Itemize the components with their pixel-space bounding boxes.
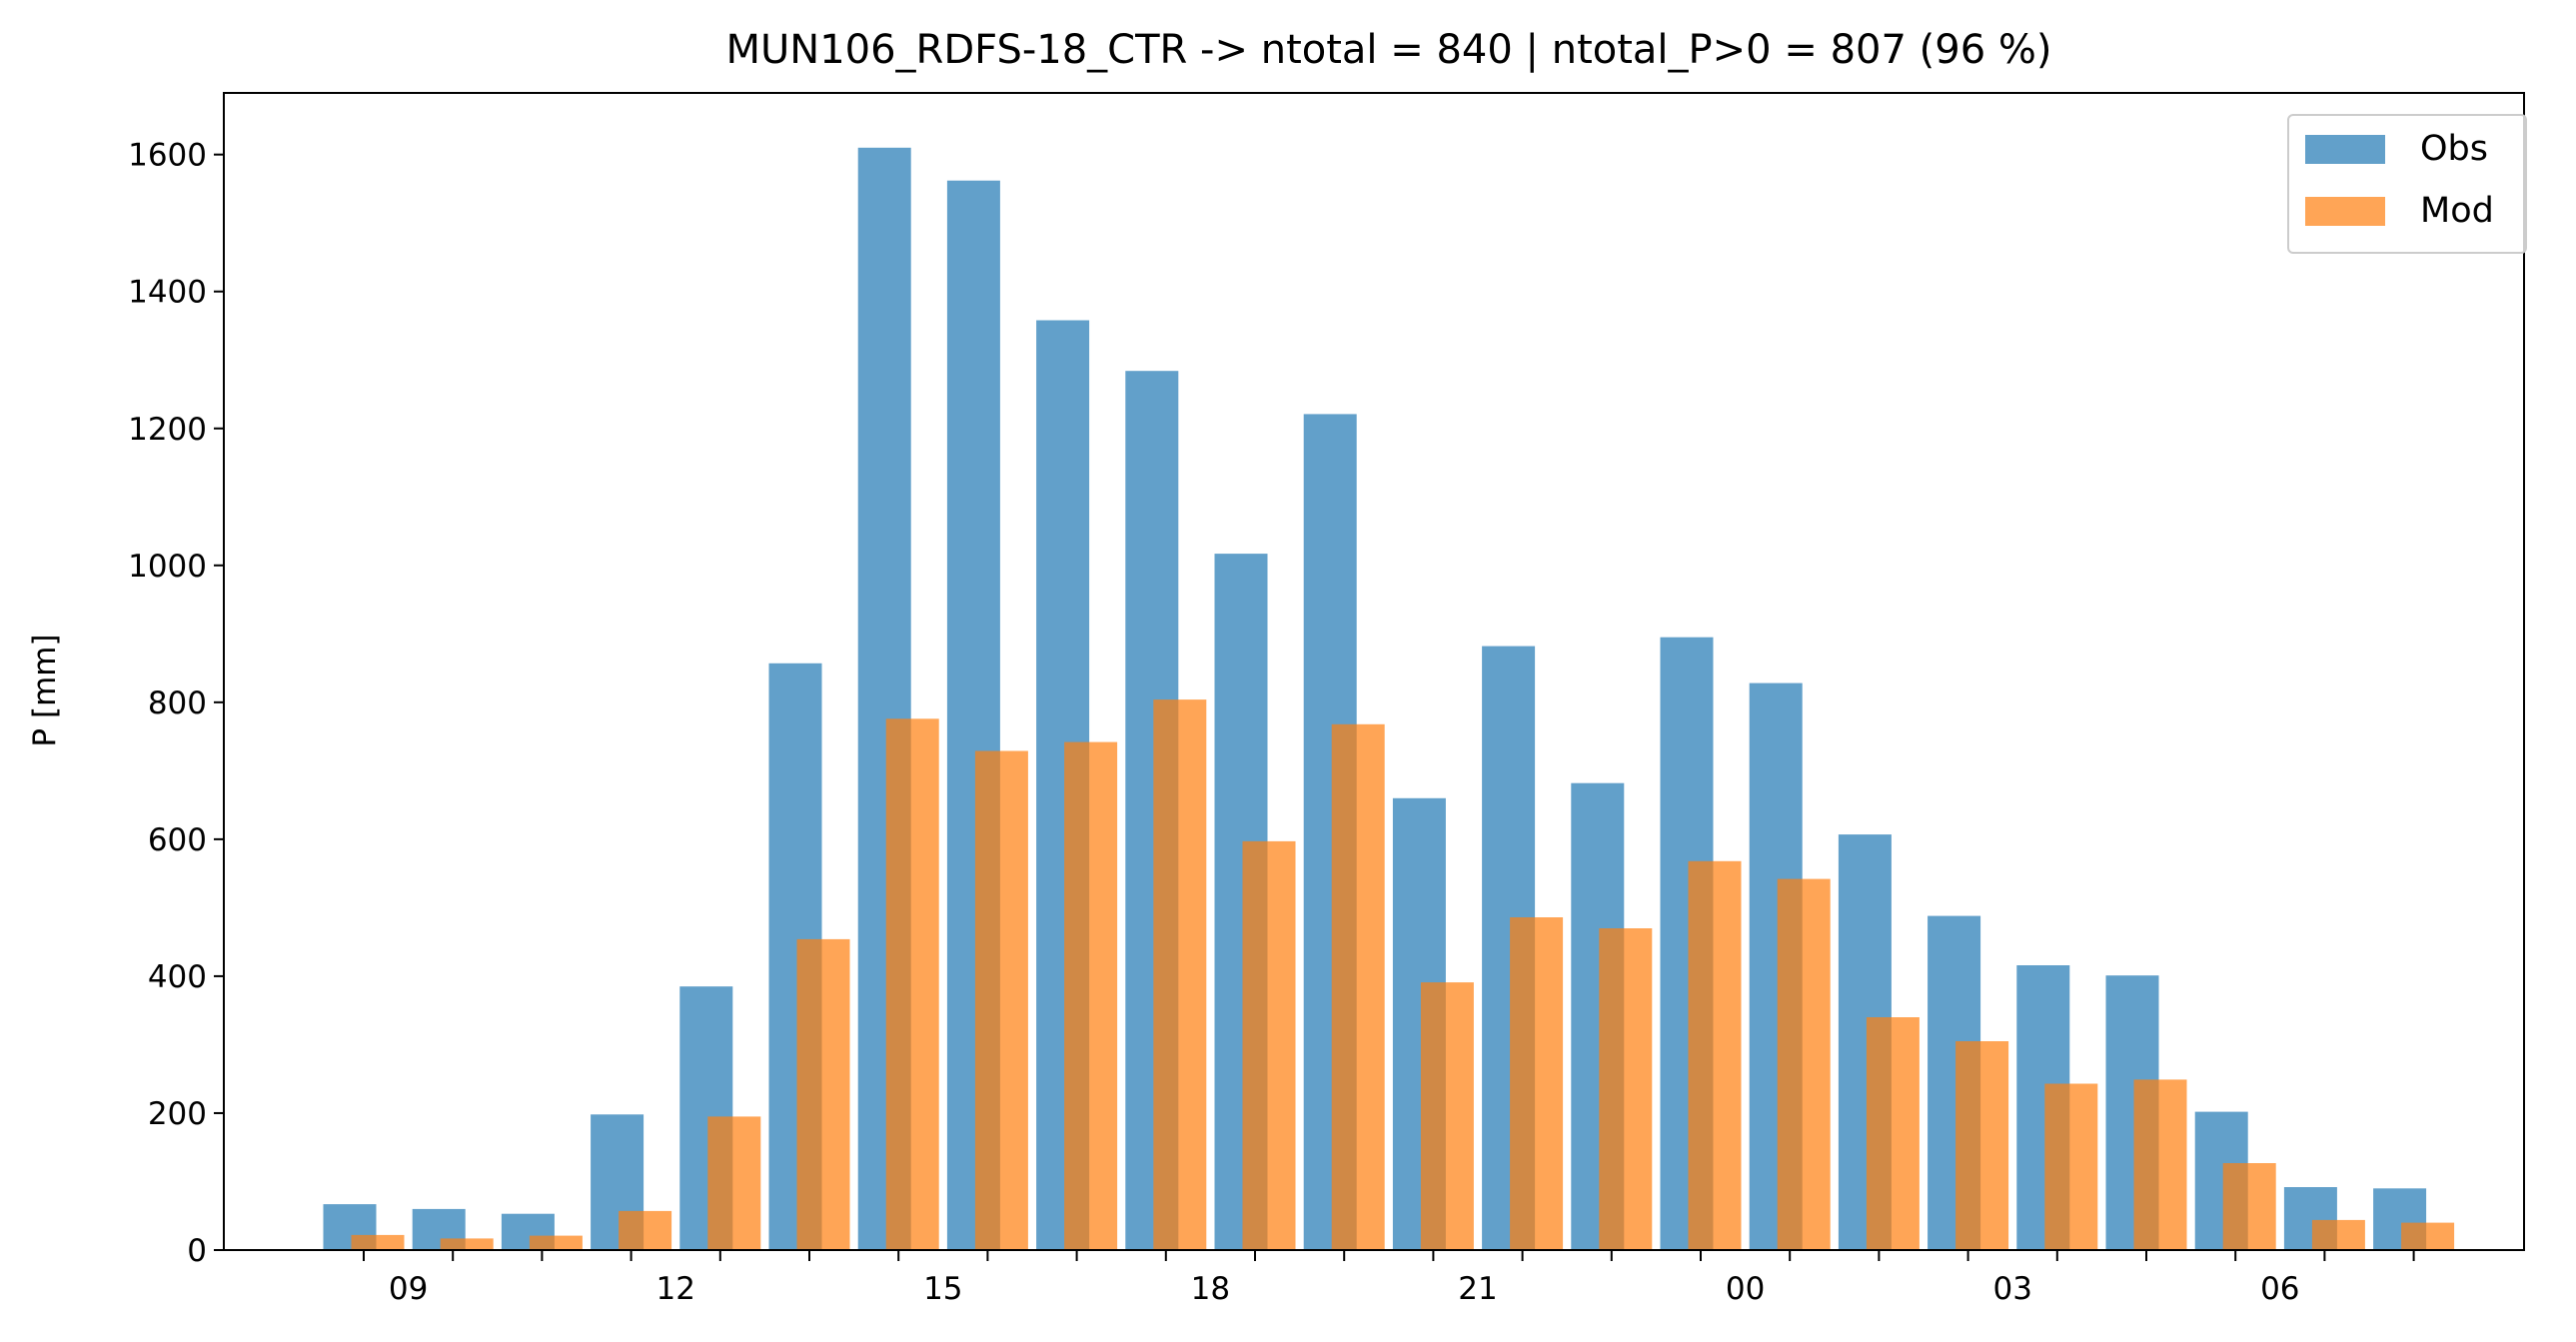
bar-mod-05 bbox=[2222, 1163, 2276, 1250]
y-axis-title: P [mm] bbox=[27, 634, 63, 746]
legend-swatch-obs bbox=[2305, 135, 2385, 164]
legend-label-obs: Obs bbox=[2420, 129, 2488, 169]
legend-swatch-mod bbox=[2305, 197, 2385, 226]
y-tick-label-400: 400 bbox=[148, 959, 207, 995]
bar-mod-00 bbox=[1777, 878, 1831, 1250]
legend: Obs Mod bbox=[2287, 114, 2527, 254]
chart-title: MUN106_RDFS-18_CTR -> ntotal = 840 | nto… bbox=[726, 27, 2052, 73]
y-tick-label-600: 600 bbox=[148, 822, 207, 858]
x-tick-label-00: 00 bbox=[1726, 1271, 1765, 1307]
bar-mod-04 bbox=[2133, 1079, 2187, 1250]
bar-mod-18 bbox=[1242, 840, 1296, 1250]
y-tick-label-1200: 1200 bbox=[128, 412, 207, 448]
bar-mod-22 bbox=[1599, 928, 1653, 1250]
axes-layer: 0 200 400 600 800 1000 1200 1400 1600 09 12 15 18 21 0… bbox=[128, 92, 2525, 1307]
bar-mod-03 bbox=[2044, 1083, 2098, 1250]
bar-mod-08 bbox=[351, 1234, 405, 1250]
bar-mod-10 bbox=[529, 1235, 583, 1250]
bar-mod-16 bbox=[1064, 741, 1118, 1250]
x-tick-label-09: 09 bbox=[389, 1271, 428, 1307]
bar-mod-15 bbox=[974, 750, 1028, 1250]
y-tick-label-0: 0 bbox=[187, 1233, 207, 1269]
bar-mod-19 bbox=[1331, 723, 1385, 1250]
bar-mod-01 bbox=[1866, 1017, 1920, 1250]
y-tick-label-800: 800 bbox=[148, 685, 207, 721]
bar-mod-09 bbox=[440, 1238, 494, 1250]
y-tick-label-1600: 1600 bbox=[128, 138, 207, 174]
bar-mod-23 bbox=[1688, 860, 1742, 1250]
x-tick-label-06: 06 bbox=[2260, 1271, 2299, 1307]
bar-mod-12 bbox=[707, 1116, 761, 1250]
y-tick-label-200: 200 bbox=[148, 1096, 207, 1132]
plot-frame bbox=[223, 92, 2525, 1251]
y-tick-label-1000: 1000 bbox=[128, 549, 207, 585]
x-tick-label-15: 15 bbox=[923, 1271, 962, 1307]
bar-mod-11 bbox=[619, 1210, 672, 1250]
x-tick-label-21: 21 bbox=[1458, 1271, 1497, 1307]
bar-mod-14 bbox=[885, 718, 939, 1250]
bar-mod-13 bbox=[796, 938, 850, 1250]
bars-layer bbox=[323, 147, 2455, 1251]
x-tick-label-03: 03 bbox=[1992, 1271, 2031, 1307]
bar-mod-07 bbox=[2401, 1222, 2455, 1250]
bar-mod-06 bbox=[2311, 1219, 2365, 1250]
y-tick-label-1400: 1400 bbox=[128, 275, 207, 311]
x-tick-label-12: 12 bbox=[655, 1271, 694, 1307]
bar-mod-20 bbox=[1420, 982, 1474, 1250]
legend-label-mod: Mod bbox=[2420, 191, 2494, 231]
bar-mod-17 bbox=[1153, 699, 1207, 1250]
bar-mod-21 bbox=[1510, 917, 1564, 1250]
bar-mod-02 bbox=[1955, 1041, 2009, 1250]
x-tick-label-18: 18 bbox=[1191, 1271, 1230, 1307]
